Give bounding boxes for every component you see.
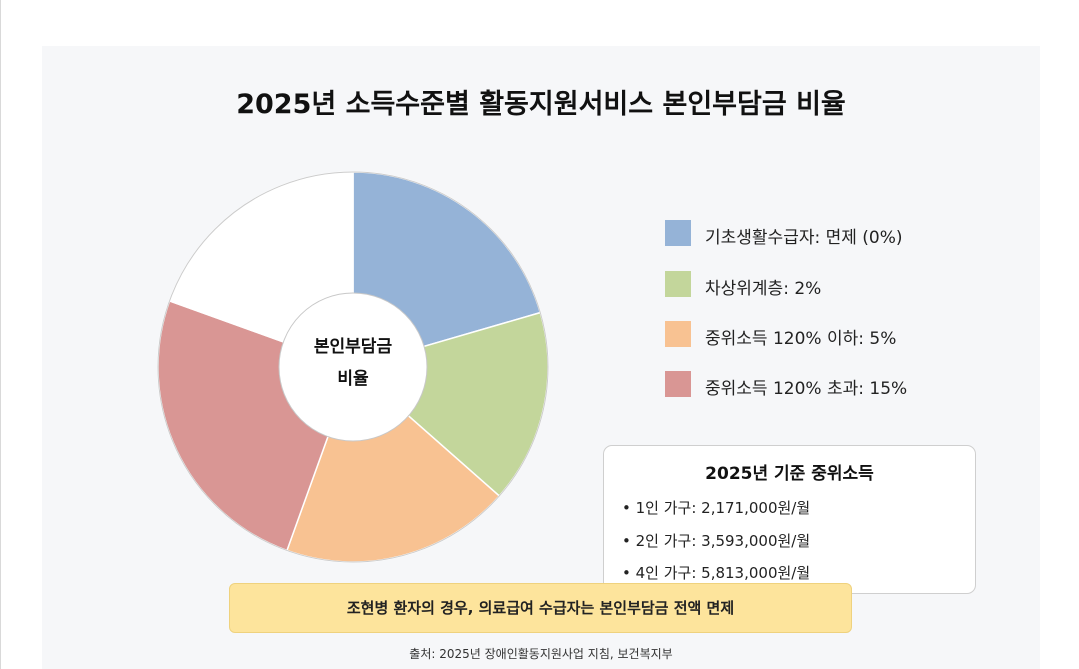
legend-swatch: [665, 371, 691, 397]
chart-panel: 2025년 소득수준별 활동지원서비스 본인부담금 비율 본인부담금 비율 기초…: [42, 46, 1040, 669]
median-income-box: 2025년 기준 중위소득 • 1인 가구: 2,171,000원/월 • 2인…: [603, 445, 976, 594]
income-line-1-person: • 1인 가구: 2,171,000원/월: [622, 499, 811, 517]
pie-chart: 본인부담금 비율: [157, 171, 549, 563]
center-label-line-2: 비율: [337, 369, 369, 389]
legend-swatch: [665, 321, 691, 347]
legend-label: 차상위계층: 2%: [705, 279, 822, 299]
legend-item-near-poverty: 차상위계층: 2%: [665, 271, 995, 299]
exemption-note: 조현병 환자의 경우, 의료급여 수급자는 본인부담금 전액 면제: [229, 583, 852, 633]
legend-label: 기초생활수급자: 면제 (0%): [705, 228, 903, 248]
left-border: [0, 0, 1, 669]
legend-label: 중위소득 120% 이하: 5%: [705, 329, 897, 349]
legend-item-median-120-above: 중위소득 120% 초과: 15%: [665, 371, 995, 399]
median-income-title: 2025년 기준 중위소득: [705, 464, 874, 484]
source-citation: 출처: 2025년 장애인활동지원사업 지침, 보건복지부: [409, 647, 673, 661]
income-line-4-person: • 4인 가구: 5,813,000원/월: [622, 564, 811, 582]
legend-swatch: [665, 220, 691, 246]
legend-label: 중위소득 120% 초과: 15%: [705, 379, 908, 399]
legend-swatch: [665, 271, 691, 297]
legend-item-basic-livelihood: 기초생활수급자: 면제 (0%): [665, 220, 995, 248]
pie-outline: [157, 171, 549, 563]
legend-item-median-120-below: 중위소득 120% 이하: 5%: [665, 321, 995, 349]
center-label-line-1: 본인부담금: [314, 337, 393, 357]
income-line-2-person: • 2인 가구: 3,593,000원/월: [622, 532, 811, 550]
pie-center-hole: [278, 292, 428, 442]
chart-title: 2025년 소득수준별 활동지원서비스 본인부담금 비율: [236, 89, 846, 120]
